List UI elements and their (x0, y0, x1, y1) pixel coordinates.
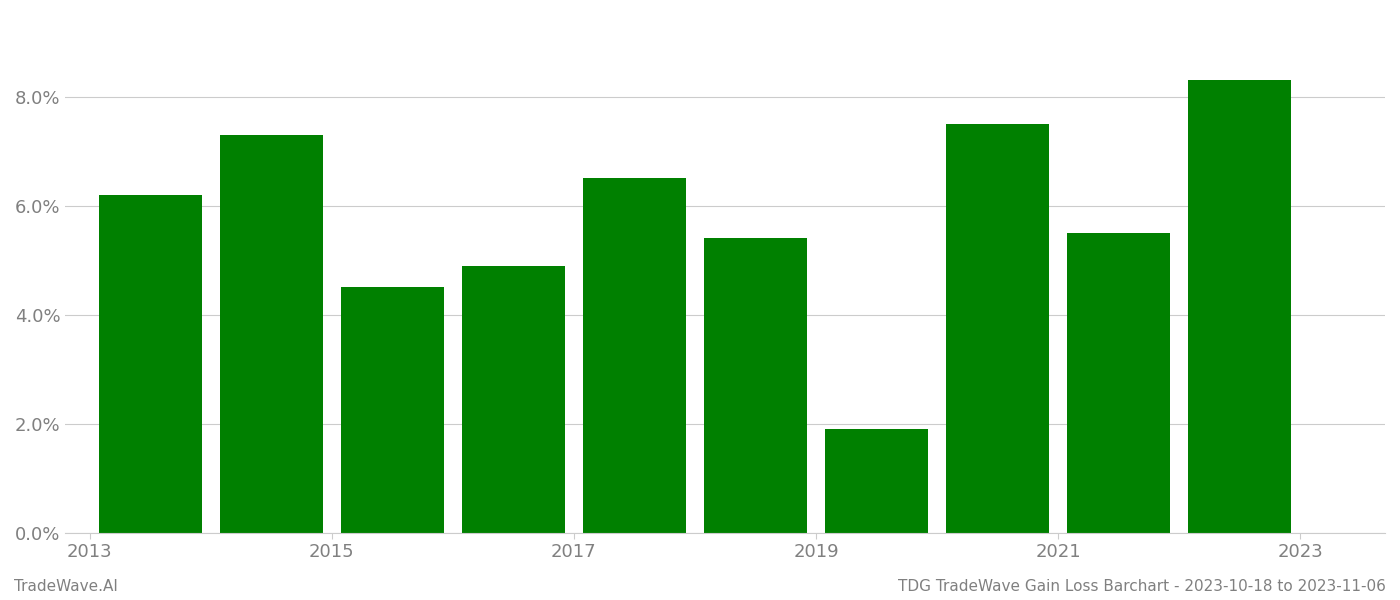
Bar (582, 178, 686, 533)
Bar (946, 124, 1049, 533)
Bar (340, 287, 444, 533)
Bar (704, 238, 806, 533)
Bar (1189, 80, 1291, 533)
Bar (825, 429, 928, 533)
Bar (462, 266, 564, 533)
Text: TDG TradeWave Gain Loss Barchart - 2023-10-18 to 2023-11-06: TDG TradeWave Gain Loss Barchart - 2023-… (899, 579, 1386, 594)
Bar (1067, 233, 1170, 533)
Bar (220, 135, 323, 533)
Text: TradeWave.AI: TradeWave.AI (14, 579, 118, 594)
Bar (99, 195, 202, 533)
